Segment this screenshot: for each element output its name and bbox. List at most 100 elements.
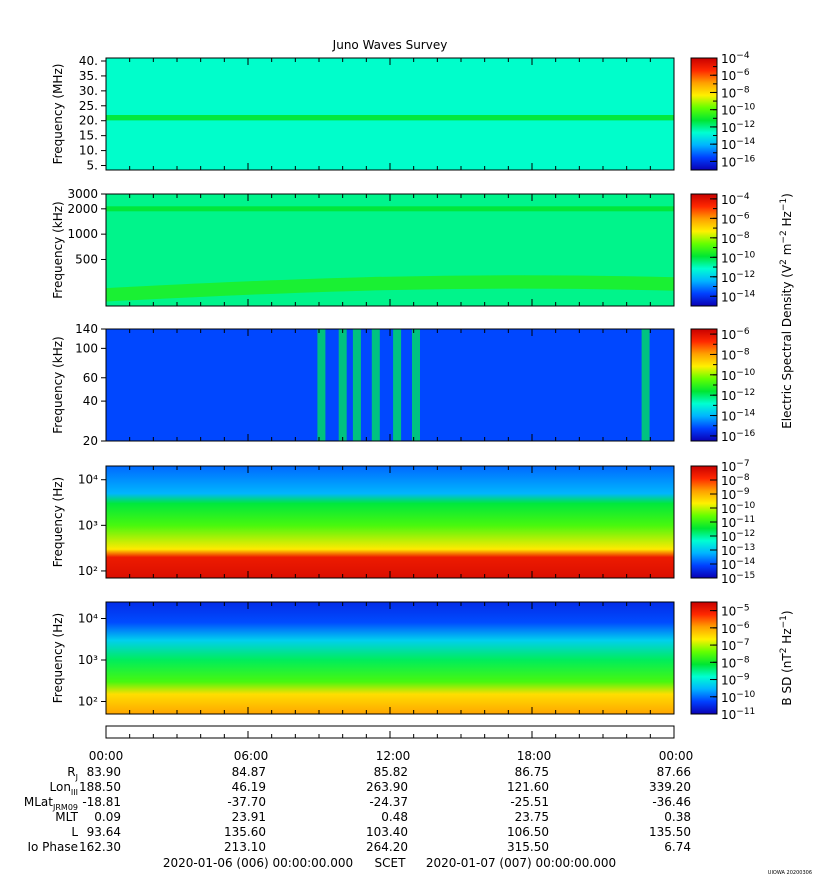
colorbar-tick-label: 10−8 bbox=[721, 347, 750, 362]
spectrogram-panel-4: 10⁴ 10³ 10² Frequency (Hz) 10−710−810−910−10… bbox=[51, 459, 756, 586]
y-tick-label: 100 bbox=[75, 341, 98, 355]
ephemeris-value: 86.75 bbox=[515, 765, 549, 779]
ephemeris-row-label: Io Phase bbox=[27, 840, 78, 854]
ephemeris-value: -25.51 bbox=[510, 795, 549, 809]
burst-3 bbox=[352, 329, 361, 441]
colorbar-tick-label: 10−9 bbox=[721, 487, 750, 502]
colorbar-tick-label: 10−8 bbox=[721, 231, 750, 246]
y-tick-label: 500 bbox=[75, 253, 98, 267]
time-tick-label: 00:00 bbox=[659, 749, 694, 763]
colorbar-tick-label: 10−10 bbox=[721, 501, 756, 516]
ephemeris-row-label: MLatJRM09 bbox=[24, 795, 78, 812]
colorbar-tick-label: 10−8 bbox=[721, 473, 750, 488]
colorbar-tick-label: 10−13 bbox=[721, 543, 755, 558]
y-axis-label: Frequency (Hz) bbox=[51, 613, 65, 704]
emission-band-2 bbox=[106, 275, 674, 302]
colorbar-tick-label: 10−12 bbox=[721, 120, 755, 135]
y-tick-label: 20. bbox=[79, 114, 98, 128]
spectrogram-background bbox=[106, 329, 674, 441]
ephemeris-value: 264.20 bbox=[366, 840, 408, 854]
spectrogram-background bbox=[106, 602, 674, 714]
y-tick-label: 3000 bbox=[67, 187, 98, 201]
ephemeris-row-label: L bbox=[71, 825, 78, 839]
ephemeris-value: 93.64 bbox=[87, 825, 121, 839]
chart-title: Juno Waves Survey bbox=[332, 38, 448, 52]
colorbar-1: 10−4 10−6 10−8 10−10 10−12 10−14 10−16 bbox=[690, 51, 756, 171]
colorbar-tick-label: 10−6 bbox=[721, 327, 750, 342]
ephemeris-value: 339.20 bbox=[649, 780, 691, 794]
y-tick-label: 10⁴ bbox=[78, 473, 98, 487]
colorbar-4: 10−710−810−910−1010−1110−1210−1310−1410−… bbox=[690, 459, 756, 586]
colorbar-tick-label: 10−4 bbox=[721, 51, 750, 66]
colorbar-tick-label: 10−8 bbox=[721, 85, 750, 100]
ephemeris-value: 188.50 bbox=[79, 780, 121, 794]
y-tick-label: 1000 bbox=[67, 227, 98, 241]
ephemeris-value: 213.10 bbox=[224, 840, 266, 854]
footer-scet: SCET bbox=[375, 856, 407, 870]
ephemeris-value: 106.50 bbox=[507, 825, 549, 839]
colorbar-tick-label: 10−14 bbox=[721, 137, 756, 152]
ephemeris-value: 263.90 bbox=[366, 780, 408, 794]
y-tick-label: 10⁴ bbox=[78, 612, 98, 626]
y-tick-label: 10² bbox=[78, 564, 98, 578]
y-axis-label: Frequency (kHz) bbox=[51, 336, 65, 433]
y-tick-label: 60 bbox=[83, 371, 98, 385]
ephemeris-row-label: LonIII bbox=[50, 780, 79, 797]
ephemeris-value: -36.46 bbox=[652, 795, 691, 809]
y-axis-label: Frequency (MHz) bbox=[51, 64, 65, 165]
colorbar-tick-label: 10−5 bbox=[721, 604, 750, 619]
spectrogram-panel-1: 40.35.30.25.20.15.10.5. Frequency (MHz) 10… bbox=[51, 51, 756, 173]
y-tick-label: 20 bbox=[83, 434, 98, 448]
time-tick-label: 06:00 bbox=[234, 749, 269, 763]
colorbar-tick-label: 10−10 bbox=[721, 368, 756, 383]
ephemeris-value: 23.75 bbox=[515, 810, 549, 824]
colorbar-tick-label: 10−10 bbox=[721, 690, 756, 705]
colorbar-tick-label: 10−8 bbox=[721, 655, 750, 670]
ephemeris-value: 0.38 bbox=[664, 810, 691, 824]
y-tick-label: 25. bbox=[79, 99, 98, 113]
colorbar-tick-label: 10−11 bbox=[721, 707, 755, 722]
y-tick-label: 40. bbox=[79, 54, 98, 68]
ephemeris-value: 23.91 bbox=[232, 810, 266, 824]
colorbar-tick-label: 10−7 bbox=[721, 638, 750, 653]
burst-6 bbox=[412, 329, 420, 441]
spectrogram-background bbox=[106, 58, 674, 170]
colorbar-tick-label: 10−12 bbox=[721, 388, 755, 403]
ephemeris-row-label: RJ bbox=[67, 765, 78, 782]
burst-5 bbox=[393, 329, 402, 441]
colorbar-tick-label: 10−12 bbox=[721, 529, 755, 544]
colorbar-label-magnetic: B SD (nT2 Hz−1) bbox=[779, 610, 794, 705]
y-tick-label: 10³ bbox=[78, 653, 98, 667]
colorbar-tick-label: 10−9 bbox=[721, 673, 750, 688]
ephemeris-value: 135.50 bbox=[649, 825, 691, 839]
ephemeris-row-label: MLT bbox=[55, 810, 78, 824]
spectrogram-panel-3: 140 100 60 40 20 Frequency (kHz) 10−6 10−8 10−10… bbox=[51, 322, 756, 448]
ephemeris-value: -18.81 bbox=[82, 795, 121, 809]
burst-4 bbox=[371, 329, 380, 441]
y-tick-label: 10³ bbox=[78, 518, 98, 532]
colorbar-label-electric: Electric Spectral Density (V2 m−2 Hz−1) bbox=[779, 193, 794, 429]
time-tick-label: 18:00 bbox=[517, 749, 552, 763]
emission-band-1 bbox=[106, 115, 674, 121]
ephemeris-value: 0.48 bbox=[381, 810, 408, 824]
spectrogram-background bbox=[106, 466, 674, 578]
colorbar-tick-label: 10−4 bbox=[721, 192, 750, 207]
time-tick-label: 12:00 bbox=[376, 749, 411, 763]
colorbar-tick-label: 10−16 bbox=[721, 429, 756, 444]
ephemeris-value: 46.19 bbox=[232, 780, 266, 794]
colorbar-tick-label: 10−10 bbox=[721, 250, 756, 265]
burst-2 bbox=[338, 329, 347, 441]
colorbar-tick-label: 10−10 bbox=[721, 103, 756, 118]
burst-7 bbox=[641, 329, 650, 441]
ephemeris-value: -24.37 bbox=[369, 795, 408, 809]
y-tick-label: 10² bbox=[78, 695, 98, 709]
time-tick-label: 00:00 bbox=[89, 749, 124, 763]
colorbar-tick-label: 10−11 bbox=[721, 515, 755, 530]
ephemeris-value: 85.82 bbox=[374, 765, 408, 779]
ephemeris-value: 6.74 bbox=[664, 840, 691, 854]
colorbar-tick-label: 10−14 bbox=[721, 557, 756, 572]
ephemeris-value: 103.40 bbox=[366, 825, 408, 839]
